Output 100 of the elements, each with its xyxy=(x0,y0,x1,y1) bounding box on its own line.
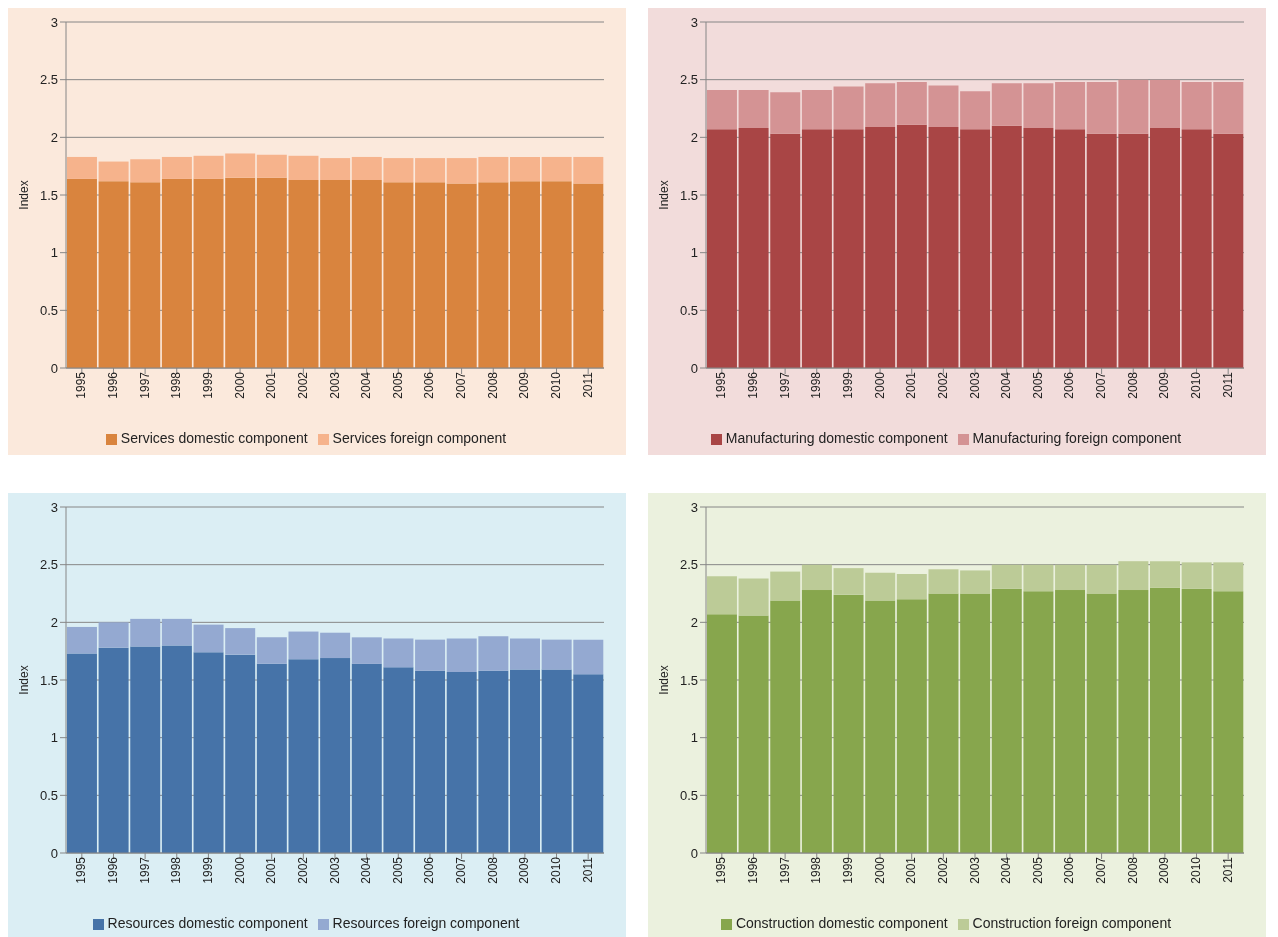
y-tick-label: 2 xyxy=(50,129,58,145)
x-tick-label: 1996 xyxy=(105,856,120,884)
x-tick-label: 2008 xyxy=(485,856,500,884)
x-tick-label: 1998 xyxy=(809,856,824,884)
x-tick-label: 2010 xyxy=(1189,856,1204,884)
x-tick-label: 2007 xyxy=(1094,371,1109,399)
x-tick-label: 1999 xyxy=(200,371,215,399)
bar xyxy=(801,564,832,591)
y-tick-label: 0.5 xyxy=(39,302,58,318)
x-tick-label: 1996 xyxy=(745,856,760,884)
x-tick-label: 2010 xyxy=(549,371,564,399)
bar xyxy=(1150,561,1181,588)
x-tick-label: 2005 xyxy=(390,856,405,884)
y-tick-label: 3 xyxy=(690,499,698,515)
x-tick-label: 2004 xyxy=(359,856,374,884)
x-tick-label: 2008 xyxy=(1125,371,1140,399)
legend-label: Services domestic component xyxy=(120,430,308,446)
y-tick-label: 0.5 xyxy=(679,302,698,318)
bar xyxy=(415,158,446,183)
bar xyxy=(1055,590,1086,853)
y-tick-label: 3 xyxy=(50,499,58,515)
y-tick-label: 1.5 xyxy=(679,187,698,203)
x-tick-label: 2004 xyxy=(999,371,1014,399)
x-tick-label: 1996 xyxy=(105,371,120,399)
x-tick-label: 2006 xyxy=(422,856,437,884)
y-tick-label: 3 xyxy=(690,14,698,30)
x-tick-label: 2004 xyxy=(359,371,374,399)
x-tick-label: 2008 xyxy=(1125,856,1140,884)
x-tick-label: 2009 xyxy=(1157,371,1172,399)
y-tick-label: 2 xyxy=(50,614,58,630)
y-tick-label: 1.5 xyxy=(39,187,58,203)
x-tick-label: 1996 xyxy=(745,371,760,399)
bar xyxy=(1150,79,1181,129)
x-tick-label: 2006 xyxy=(1062,856,1077,884)
x-tick-label: 2009 xyxy=(1157,856,1172,884)
x-tick-label: 1995 xyxy=(74,856,89,884)
x-tick-label: 2002 xyxy=(295,856,310,884)
bar xyxy=(801,129,832,368)
x-tick-label: 1998 xyxy=(169,371,184,399)
x-tick-label: 2007 xyxy=(454,371,469,399)
y-tick-label: 1 xyxy=(690,730,698,746)
y-tick-label: 1.5 xyxy=(679,672,698,688)
x-tick-label: 2000 xyxy=(872,371,887,399)
x-tick-label: 2004 xyxy=(999,856,1014,884)
bar xyxy=(66,178,97,368)
bar xyxy=(960,91,991,130)
bar xyxy=(161,178,192,368)
x-tick-label: 1995 xyxy=(714,371,729,399)
legend-label: Resources domestic component xyxy=(107,915,308,931)
y-tick-label: 2.5 xyxy=(39,72,58,88)
bar xyxy=(706,90,737,130)
y-axis-title: Index xyxy=(657,665,672,695)
x-tick-label: 2003 xyxy=(967,856,982,884)
bar xyxy=(320,158,351,181)
bar xyxy=(1055,564,1086,591)
y-tick-label: 2 xyxy=(690,614,698,630)
y-tick-label: 2.5 xyxy=(39,557,58,573)
bar xyxy=(66,156,97,179)
bar xyxy=(801,90,832,130)
bar xyxy=(706,576,737,615)
bar xyxy=(320,658,351,853)
bar xyxy=(161,645,192,853)
x-tick-label: 1999 xyxy=(200,856,215,884)
x-tick-label: 1997 xyxy=(777,371,792,399)
y-tick-label: 0 xyxy=(690,360,698,376)
x-tick-label: 2011 xyxy=(580,371,595,398)
x-tick-label: 2005 xyxy=(1030,371,1045,399)
x-tick-label: 1995 xyxy=(714,856,729,884)
y-axis-title: Index xyxy=(17,665,32,695)
legend-label: Construction domestic component xyxy=(735,915,948,931)
legend-label: Resources foreign component xyxy=(332,915,520,931)
x-tick-label: 2003 xyxy=(327,856,342,884)
legend-label: Manufacturing domestic component xyxy=(725,430,948,446)
x-tick-label: 2010 xyxy=(1189,371,1204,399)
x-tick-label: 1997 xyxy=(777,856,792,884)
y-tick-label: 0.5 xyxy=(679,787,698,803)
bar xyxy=(1055,81,1086,130)
y-axis-title: Index xyxy=(17,180,32,210)
x-tick-label: 2002 xyxy=(935,371,950,399)
bar xyxy=(510,638,541,670)
bar xyxy=(1150,128,1181,368)
bar xyxy=(415,639,446,671)
x-tick-label: 2011 xyxy=(1220,371,1235,398)
x-tick-label: 1997 xyxy=(137,371,152,399)
y-tick-label: 0.5 xyxy=(39,787,58,803)
y-tick-label: 1 xyxy=(50,245,58,261)
bar xyxy=(320,632,351,659)
x-tick-label: 1995 xyxy=(74,371,89,399)
x-tick-label: 1998 xyxy=(169,856,184,884)
x-tick-label: 2000 xyxy=(232,371,247,399)
y-tick-label: 2.5 xyxy=(679,72,698,88)
bar xyxy=(960,593,991,853)
bar xyxy=(161,618,192,646)
y-tick-label: 0 xyxy=(50,360,58,376)
y-axis-title: Index xyxy=(657,180,672,210)
bar xyxy=(1055,129,1086,368)
bar xyxy=(706,129,737,368)
x-tick-label: 2000 xyxy=(872,856,887,884)
y-tick-label: 1 xyxy=(50,730,58,746)
y-tick-label: 1 xyxy=(690,245,698,261)
